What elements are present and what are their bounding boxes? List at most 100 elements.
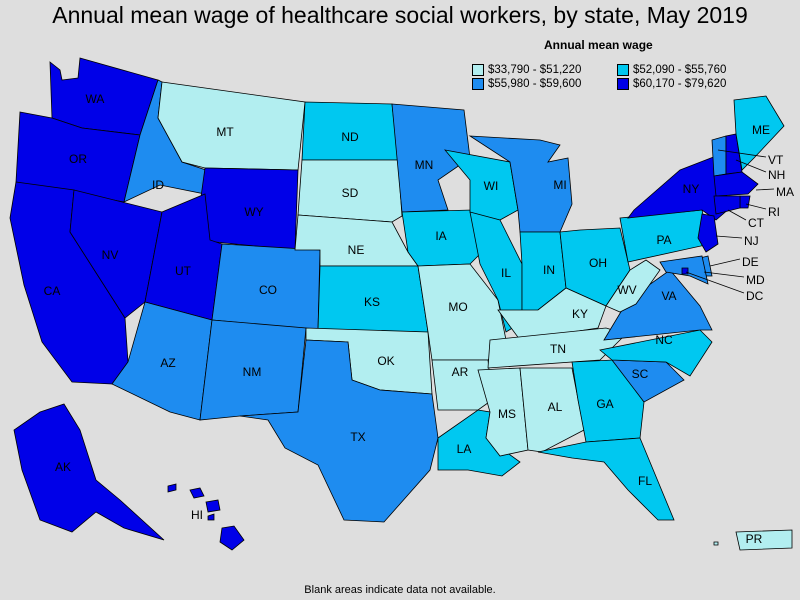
legend-swatch (472, 78, 484, 90)
state-label-ct: CT (748, 216, 765, 230)
state-la (437, 409, 521, 477)
leader-line-nh (735, 159, 767, 173)
state-hi-part (205, 499, 221, 513)
legend-item-tier-1: $33,790 - $51,220 (472, 64, 581, 76)
state-ma (713, 171, 759, 197)
state-label-ky: KY (572, 307, 588, 321)
state-label-mt: MT (216, 125, 234, 139)
state-label-hi: HI (191, 508, 203, 522)
state-label-id: ID (152, 178, 164, 192)
legend-swatch (617, 78, 629, 90)
state-label-al: AL (548, 400, 563, 414)
state-label-nm: NM (243, 365, 262, 379)
state-me (733, 95, 785, 171)
state-label-co: CO (259, 283, 277, 297)
state-label-md: MD (746, 273, 765, 287)
state-ri (739, 195, 751, 209)
leader-line-vt (717, 149, 767, 158)
state-label-la: LA (457, 442, 472, 456)
state-label-az: AZ (160, 356, 175, 370)
legend-item-tier-3: $55,980 - $59,600 (472, 78, 581, 90)
legend-title: Annual mean wage (544, 38, 653, 52)
labels-layer: WA OR CA NV ID MT WY UT AZ CO NM ND SD NE KS OK TX MN IA MO… (44, 92, 794, 546)
state-fl (537, 437, 675, 521)
state-sd (297, 159, 403, 223)
state-label-vt: VT (768, 153, 784, 167)
state-hi-part (189, 487, 205, 499)
leader-line-nj (715, 235, 743, 239)
leader-line-ma (755, 188, 775, 191)
state-label-sc: SC (632, 367, 649, 381)
state-mi (468, 135, 573, 233)
state-label-de: DE (742, 255, 759, 269)
state-label-wa: WA (86, 92, 105, 106)
state-ar (431, 359, 493, 411)
state-label-wi: WI (484, 179, 499, 193)
state-label-ks: KS (364, 295, 380, 309)
state-label-nj: NJ (744, 234, 759, 248)
state-label-ut: UT (175, 264, 192, 278)
state-ny (627, 155, 731, 221)
leader-line-de (709, 258, 741, 267)
state-wv (605, 259, 661, 313)
state-hi (219, 525, 245, 551)
state-nj (697, 213, 719, 253)
state-label-nv: NV (102, 248, 119, 262)
state-label-ne: NE (348, 243, 365, 257)
states-layer (9, 57, 793, 551)
state-al (519, 367, 585, 453)
state-ak (13, 403, 165, 541)
state-label-wy: WY (244, 205, 263, 219)
state-pr-part (713, 541, 719, 546)
legend-label: $60,170 - $79,620 (633, 78, 727, 90)
state-label-nc: NC (655, 333, 673, 347)
state-label-pa: PA (656, 233, 671, 247)
state-label-ar: AR (452, 365, 469, 379)
state-label-va: VA (661, 289, 676, 303)
state-hi-part (207, 513, 215, 521)
leader-lines (685, 149, 775, 294)
state-label-oh: OH (589, 256, 607, 270)
leader-line-ct (727, 209, 747, 221)
state-tx (239, 339, 439, 523)
state-label-tx: TX (350, 430, 365, 444)
state-vt (711, 135, 727, 177)
state-label-ma: MA (776, 185, 794, 199)
legend-label: $55,980 - $59,600 (488, 78, 582, 90)
leader-line-dc (685, 271, 745, 294)
state-label-ri: RI (768, 205, 780, 219)
legend-swatch (472, 64, 484, 76)
state-label-il: IL (501, 266, 511, 280)
state-label-ms: MS (498, 407, 516, 421)
state-label-in: IN (543, 263, 555, 277)
state-label-pr: PR (746, 532, 763, 546)
state-label-dc: DC (746, 289, 764, 303)
state-label-fl: FL (638, 474, 652, 488)
state-label-ga: GA (596, 397, 613, 411)
state-label-ny: NY (683, 182, 700, 196)
leader-line-md (703, 271, 745, 278)
state-label-nh: NH (768, 168, 785, 182)
state-label-ca: CA (44, 284, 61, 298)
state-hi-part (167, 483, 177, 493)
legend-item-tier-2: $52,090 - $55,760 (617, 64, 726, 76)
state-nv (69, 189, 163, 319)
state-label-or: OR (69, 152, 87, 166)
legend-swatch (617, 64, 629, 76)
state-label-tn: TN (550, 342, 566, 356)
legend-label: $33,790 - $51,220 (488, 64, 582, 76)
state-label-mi: MI (553, 178, 566, 192)
state-label-mn: MN (415, 158, 434, 172)
state-label-me: ME (752, 123, 770, 137)
legend-item-tier-4: $60,170 - $79,620 (617, 78, 726, 90)
footnote: Blank areas indicate data not available. (304, 584, 496, 596)
state-label-mo: MO (448, 300, 467, 314)
state-label-ia: IA (435, 229, 446, 243)
state-label-sd: SD (342, 186, 359, 200)
legend-label: $52,090 - $55,760 (633, 64, 727, 76)
state-ct (713, 195, 741, 215)
state-pr (735, 529, 793, 551)
map-title: Annual mean wage of healthcare social wo… (52, 2, 748, 28)
state-dc (681, 267, 689, 275)
